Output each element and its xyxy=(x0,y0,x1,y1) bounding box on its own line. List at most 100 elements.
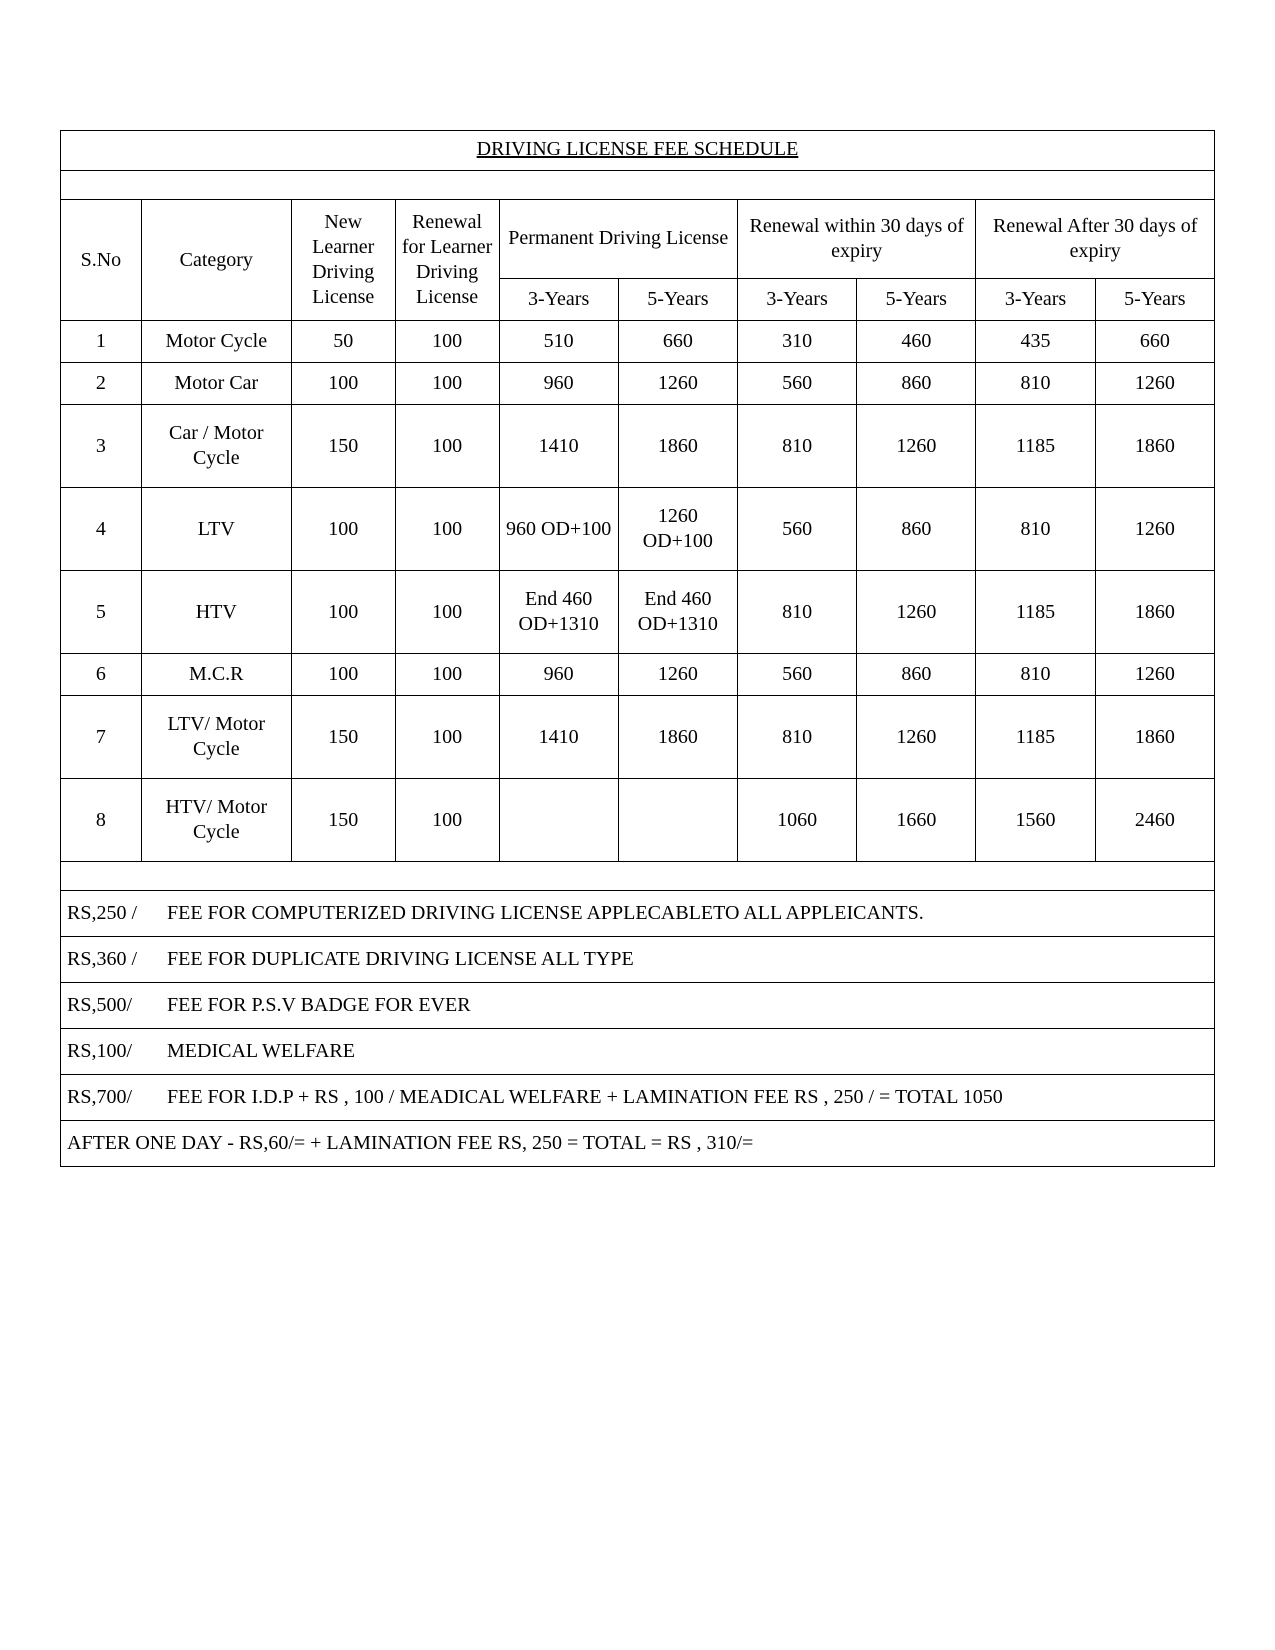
cell-a3: 810 xyxy=(976,654,1095,696)
cell-p5: 660 xyxy=(618,321,737,363)
cell-category: LTV/ Motor Cycle xyxy=(141,696,291,779)
cell-p3: 960 OD+100 xyxy=(499,488,618,571)
col-renewal-within: Renewal within 30 days of expiry xyxy=(737,200,975,279)
col-after-3y: 3-Years xyxy=(976,278,1095,320)
cell-w3: 810 xyxy=(737,571,856,654)
cell-w5: 860 xyxy=(857,488,976,571)
cell-renew: 100 xyxy=(395,363,499,405)
cell-a3: 1185 xyxy=(976,696,1095,779)
cell-w5: 860 xyxy=(857,363,976,405)
fee-schedule-table: DRIVING LICENSE FEE SCHEDULE S.No Catego… xyxy=(60,130,1215,1167)
cell-w5: 1260 xyxy=(857,571,976,654)
cell-w3: 810 xyxy=(737,696,856,779)
note-cell: RS,250 / FEE FOR COMPUTERIZED DRIVING LI… xyxy=(61,891,1215,937)
cell-p5: 1260 OD+100 xyxy=(618,488,737,571)
page: DRIVING LICENSE FEE SCHEDULE S.No Catego… xyxy=(0,0,1275,1167)
cell-renew: 100 xyxy=(395,779,499,862)
spacer-row-2 xyxy=(61,862,1215,891)
table-row: 4LTV100100960 OD+1001260 OD+100560860810… xyxy=(61,488,1215,571)
table-row: 5HTV100100End 460 OD+1310End 460 OD+1310… xyxy=(61,571,1215,654)
final-note-row: AFTER ONE DAY - RS,60/= + LAMINATION FEE… xyxy=(61,1121,1215,1167)
cell-p3 xyxy=(499,779,618,862)
col-sno: S.No xyxy=(61,200,142,321)
note-text: MEDICAL WELFARE xyxy=(167,1040,355,1062)
cell-p5: End 460 OD+1310 xyxy=(618,571,737,654)
cell-w5: 1260 xyxy=(857,405,976,488)
note-cell: RS,500/ FEE FOR P.S.V BADGE FOR EVER xyxy=(61,983,1215,1029)
note-text: FEE FOR I.D.P + RS , 100 / MEADICAL WELF… xyxy=(167,1086,1003,1108)
note-cell: RS,700/ FEE FOR I.D.P + RS , 100 / MEADI… xyxy=(61,1075,1215,1121)
cell-p3: 960 xyxy=(499,363,618,405)
col-category: Category xyxy=(141,200,291,321)
cell-a5: 1260 xyxy=(1095,654,1214,696)
col-new-learner: New Learner Driving License xyxy=(291,200,395,321)
cell-new: 100 xyxy=(291,363,395,405)
spacer-row xyxy=(61,171,1215,200)
cell-a5: 1260 xyxy=(1095,488,1214,571)
cell-category: HTV/ Motor Cycle xyxy=(141,779,291,862)
page-title: DRIVING LICENSE FEE SCHEDULE xyxy=(477,138,799,160)
cell-w5: 860 xyxy=(857,654,976,696)
table-row: 2Motor Car10010096012605608608101260 xyxy=(61,363,1215,405)
spacer-cell-2 xyxy=(61,862,1215,891)
cell-category: Car / Motor Cycle xyxy=(141,405,291,488)
table-row: 1Motor Cycle50100510660310460435660 xyxy=(61,321,1215,363)
cell-p5 xyxy=(618,779,737,862)
note-row: RS,360 / FEE FOR DUPLICATE DRIVING LICEN… xyxy=(61,937,1215,983)
table-row: 8HTV/ Motor Cycle1501001060166015602460 xyxy=(61,779,1215,862)
cell-category: M.C.R xyxy=(141,654,291,696)
cell-a3: 810 xyxy=(976,488,1095,571)
cell-new: 100 xyxy=(291,571,395,654)
cell-p3: End 460 OD+1310 xyxy=(499,571,618,654)
col-within-3y: 3-Years xyxy=(737,278,856,320)
col-permanent: Permanent Driving License xyxy=(499,200,737,279)
title-row: DRIVING LICENSE FEE SCHEDULE xyxy=(61,131,1215,171)
cell-category: Motor Cycle xyxy=(141,321,291,363)
cell-a3: 1560 xyxy=(976,779,1095,862)
cell-a5: 1860 xyxy=(1095,405,1214,488)
cell-new: 150 xyxy=(291,696,395,779)
col-permanent-3y: 3-Years xyxy=(499,278,618,320)
cell-p5: 1260 xyxy=(618,654,737,696)
cell-renew: 100 xyxy=(395,488,499,571)
note-amount: RS,100/ xyxy=(67,1039,162,1064)
cell-sno: 1 xyxy=(61,321,142,363)
note-amount: RS,500/ xyxy=(67,993,162,1018)
cell-a3: 810 xyxy=(976,363,1095,405)
cell-a3: 1185 xyxy=(976,405,1095,488)
col-renewal-learner: Renewal for Learner Driving License xyxy=(395,200,499,321)
col-permanent-5y: 5-Years xyxy=(618,278,737,320)
header-row-1: S.No Category New Learner Driving Licens… xyxy=(61,200,1215,279)
note-cell: RS,100/ MEDICAL WELFARE xyxy=(61,1029,1215,1075)
cell-w5: 1260 xyxy=(857,696,976,779)
table-row: 6M.C.R10010096012605608608101260 xyxy=(61,654,1215,696)
note-amount: RS,700/ xyxy=(67,1085,162,1110)
cell-sno: 5 xyxy=(61,571,142,654)
cell-sno: 3 xyxy=(61,405,142,488)
cell-p5: 1860 xyxy=(618,696,737,779)
note-amount: RS,250 / xyxy=(67,901,162,926)
cell-new: 100 xyxy=(291,654,395,696)
cell-w3: 310 xyxy=(737,321,856,363)
page-title-cell: DRIVING LICENSE FEE SCHEDULE xyxy=(61,131,1215,171)
cell-renew: 100 xyxy=(395,654,499,696)
cell-w3: 1060 xyxy=(737,779,856,862)
cell-w3: 560 xyxy=(737,654,856,696)
col-renewal-after: Renewal After 30 days of expiry xyxy=(976,200,1215,279)
note-row: RS,500/ FEE FOR P.S.V BADGE FOR EVER xyxy=(61,983,1215,1029)
cell-p3: 1410 xyxy=(499,696,618,779)
table-row: 3Car / Motor Cycle1501001410186081012601… xyxy=(61,405,1215,488)
cell-new: 100 xyxy=(291,488,395,571)
cell-sno: 7 xyxy=(61,696,142,779)
cell-w5: 1660 xyxy=(857,779,976,862)
cell-sno: 2 xyxy=(61,363,142,405)
cell-sno: 8 xyxy=(61,779,142,862)
cell-w3: 810 xyxy=(737,405,856,488)
cell-category: Motor Car xyxy=(141,363,291,405)
cell-p5: 1860 xyxy=(618,405,737,488)
cell-renew: 100 xyxy=(395,571,499,654)
note-row: RS,250 / FEE FOR COMPUTERIZED DRIVING LI… xyxy=(61,891,1215,937)
cell-a5: 660 xyxy=(1095,321,1214,363)
note-text: FEE FOR COMPUTERIZED DRIVING LICENSE APP… xyxy=(167,902,924,924)
note-cell: RS,360 / FEE FOR DUPLICATE DRIVING LICEN… xyxy=(61,937,1215,983)
